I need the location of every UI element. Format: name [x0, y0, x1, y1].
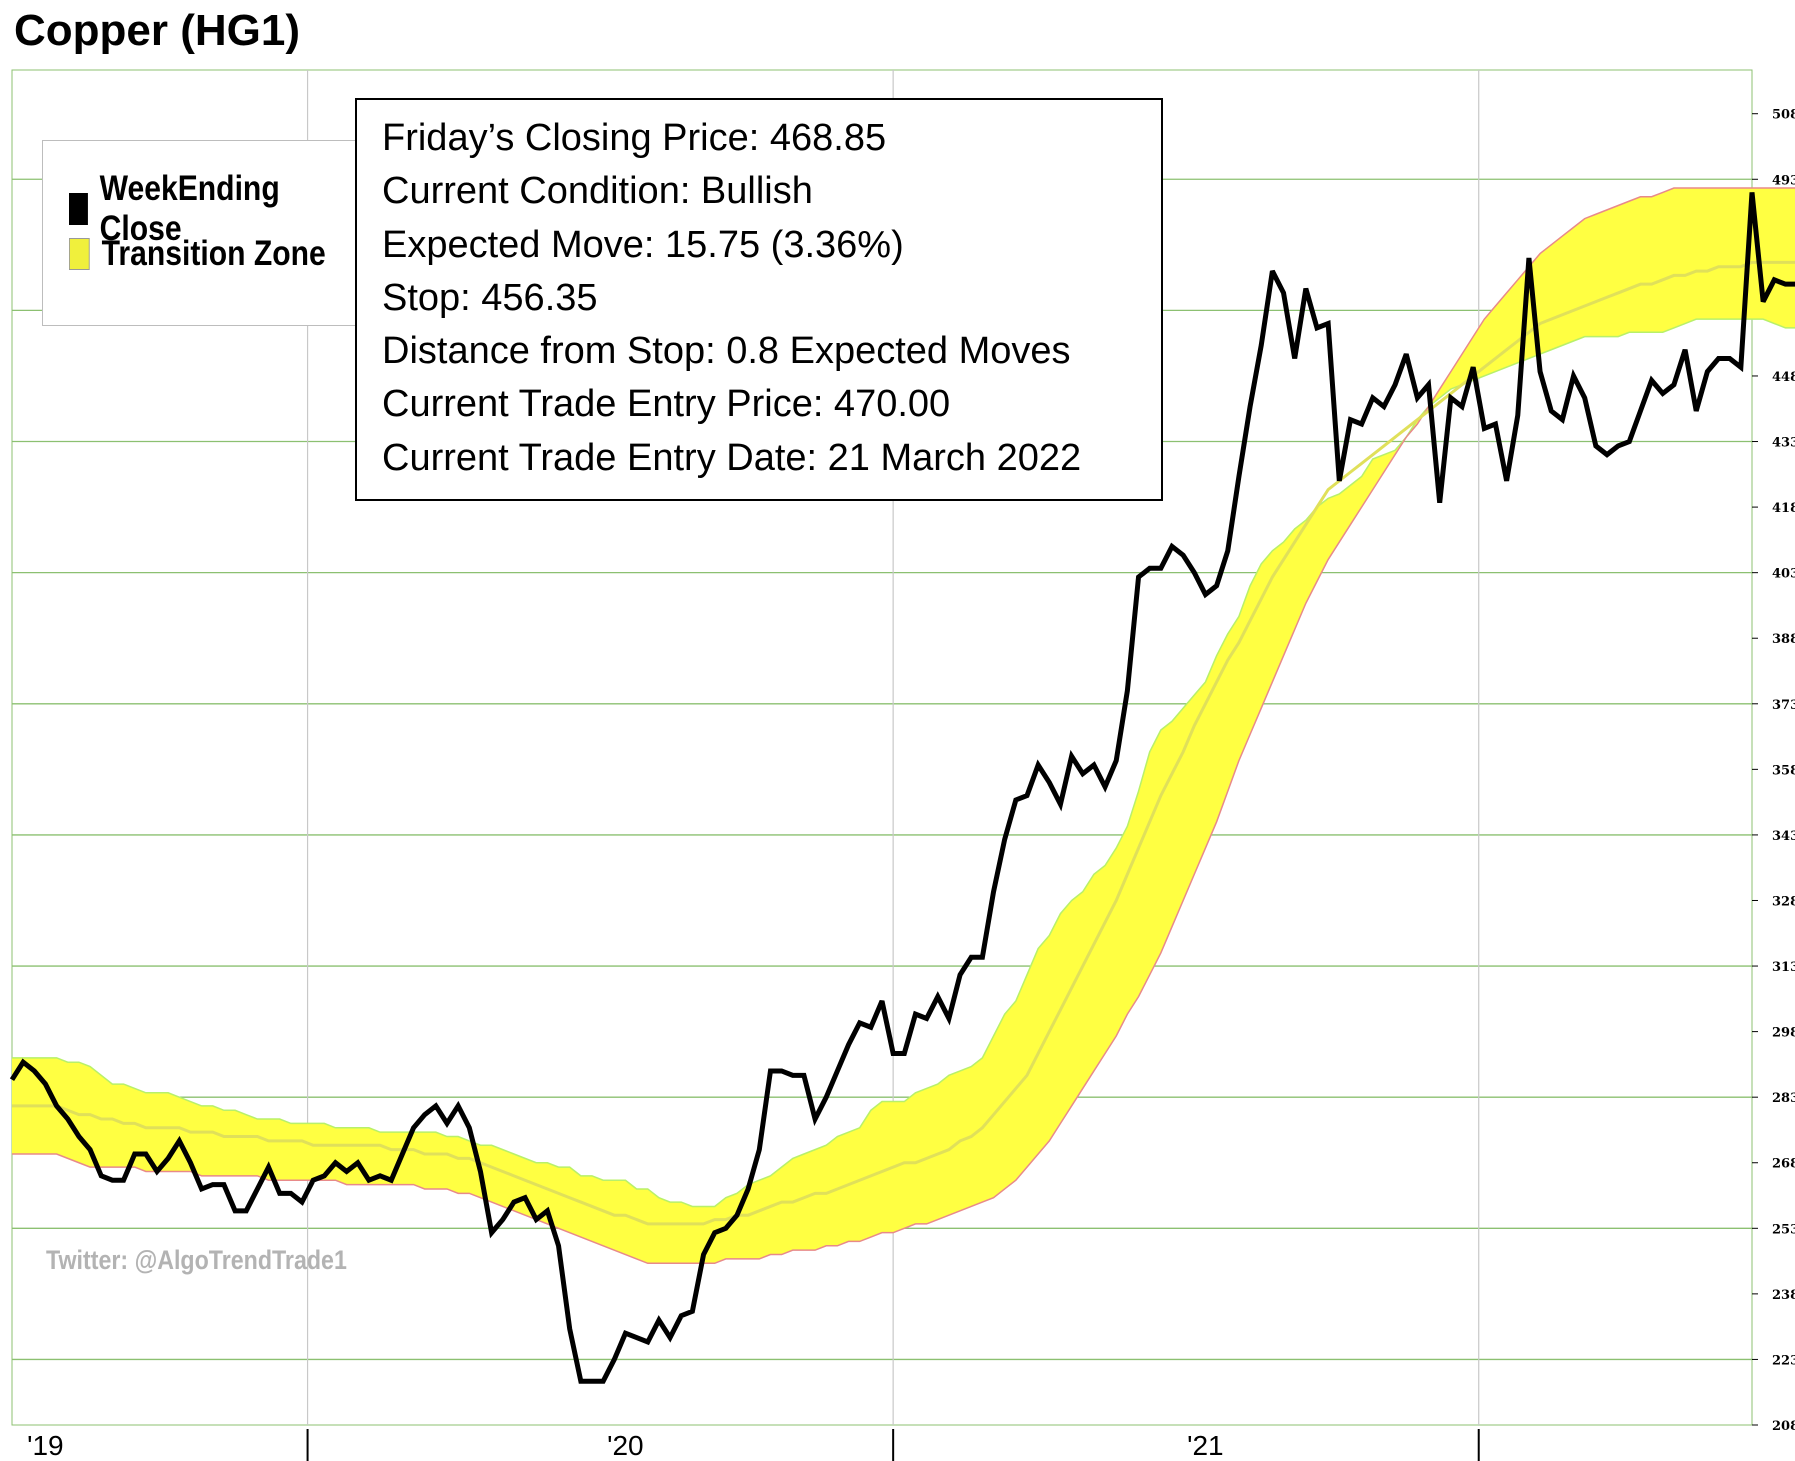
x-tick-label: '19 — [27, 1430, 64, 1461]
legend-label-close: WeekEnding Close — [99, 169, 280, 248]
y-tick-label: 493 — [1772, 173, 1795, 188]
y-tick-label: 343 — [1772, 829, 1795, 844]
x-tick-label: '20 — [607, 1430, 644, 1461]
y-tick-label: 208 — [1772, 1419, 1795, 1434]
y-tick-label: 238 — [1772, 1288, 1795, 1303]
info-condition: Current Condition: Bullish — [382, 170, 813, 213]
transition-zone-band — [12, 188, 1795, 1264]
zone-lower-edge — [12, 187, 1795, 1265]
y-tick-label: 328 — [1772, 894, 1795, 909]
info-closing-price: Friday’s Closing Price: 468.85 — [382, 117, 887, 159]
y-tick-label: 358 — [1772, 763, 1795, 778]
y-tick-label: 313 — [1772, 960, 1795, 975]
info-distance: Distance from Stop: 0.8 Expected Moves — [382, 330, 1071, 373]
y-tick-label: 253 — [1772, 1222, 1795, 1237]
weekending-close-line — [9, 192, 1795, 1384]
info-expected-move: Expected Move: 15.75 (3.36%) — [382, 223, 904, 266]
y-tick-label: 388 — [1772, 632, 1795, 647]
y-tick-label: 298 — [1772, 1026, 1795, 1041]
zone-upper-edge — [12, 318, 1795, 1208]
y-tick-label: 283 — [1772, 1091, 1795, 1106]
y-tick-label: 373 — [1772, 698, 1795, 713]
x-tick-label: '21 — [1187, 1430, 1224, 1461]
y-tick-label: 268 — [1772, 1157, 1795, 1172]
legend-swatch-close — [69, 193, 88, 225]
y-tick-label: 223 — [1772, 1353, 1795, 1368]
legend-swatch-zone — [69, 238, 90, 270]
legend-item-close: WeekEnding Close — [69, 169, 343, 249]
legend: WeekEnding Close Transition Zone — [42, 140, 389, 326]
info-stop: Stop: 456.35 — [382, 276, 598, 319]
y-tick-label: 403 — [1772, 567, 1795, 582]
info-box: Friday’s Closing Price: 468.85 Current C… — [355, 98, 1163, 501]
zone-midline — [12, 260, 1795, 1226]
y-tick-label: 433 — [1772, 436, 1795, 451]
chart-title: Copper (HG1) — [14, 6, 300, 55]
y-tick-label: 448 — [1772, 370, 1795, 385]
y-tick-label: 418 — [1772, 501, 1795, 516]
legend-item-zone: Transition Zone — [69, 234, 326, 274]
info-entry-price: Current Trade Entry Price: 470.00 — [382, 383, 951, 426]
info-entry-date: Current Trade Entry Date: 21 March 2022 — [382, 436, 1082, 479]
legend-label-zone: Transition Zone — [101, 234, 326, 273]
y-tick-label: 508 — [1772, 108, 1795, 123]
watermark: Twitter: @AlgoTrendTrade1 — [46, 1245, 347, 1275]
